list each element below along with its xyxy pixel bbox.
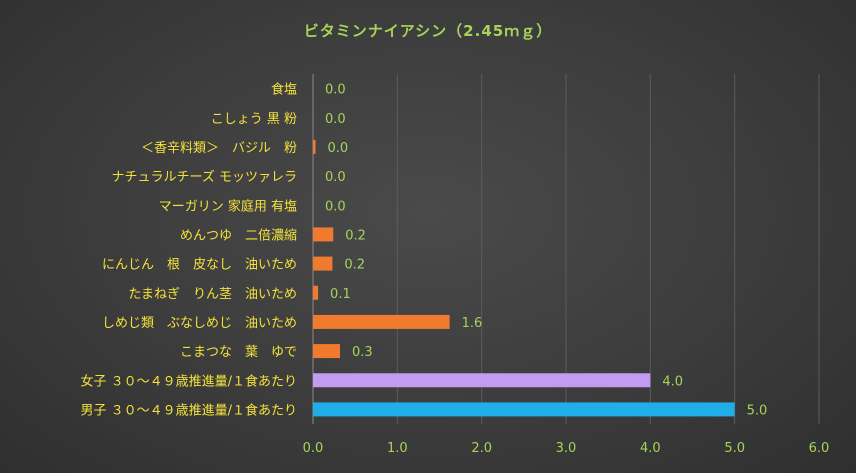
data-label: 4.0 (662, 374, 683, 389)
category-label: しめじ類 ぶなしめじ 油いため (102, 316, 297, 331)
value-labels: 0.0 0.0 0.0 0.0 0.0 0.2 0.2 0.1 1.6 0.3 4.0 5.0 (325, 83, 767, 419)
category-label: 女子 ３０～４９歳推進量/１食あたり (80, 373, 297, 389)
data-label: 0.0 (325, 83, 346, 98)
bar (313, 314, 450, 329)
category-label: めんつゆ 二倍濃縮 (180, 227, 297, 243)
category-label: たまねぎ りん茎 油いため (128, 287, 297, 302)
data-label: 0.1 (330, 287, 351, 302)
category-label: ナチュラルチーズ モッツァレラ (112, 169, 297, 185)
chart-title: ビタミンナイアシン（2.45ｍｇ） (304, 22, 552, 41)
data-label: 0.0 (325, 199, 346, 214)
x-tick-label: 3.0 (556, 441, 577, 456)
category-label: 食塩 (271, 82, 297, 98)
x-tick-label: 1.0 (387, 441, 408, 456)
x-tick-label: 5.0 (724, 441, 745, 456)
data-label: 0.3 (352, 345, 373, 360)
bar (313, 373, 651, 388)
data-label: 0.0 (325, 112, 346, 127)
bars (313, 139, 735, 417)
category-label: にんじん 根 皮なし 油いため (102, 258, 297, 273)
bar (313, 402, 735, 417)
category-label: ＜香辛料類＞ バジル 粉 (141, 141, 297, 156)
data-label: 5.0 (747, 403, 768, 418)
data-label: 0.2 (345, 228, 366, 243)
bar (313, 344, 340, 359)
category-label: こしょう 黒 粉 (211, 112, 297, 127)
data-label: 0.2 (344, 258, 365, 273)
bar (313, 285, 319, 300)
data-label: 0.0 (328, 141, 349, 156)
x-tick-label: 6.0 (809, 441, 830, 456)
category-label: こまつな 葉 ゆで (180, 345, 297, 360)
bar (313, 256, 333, 271)
x-tick-label: 0.0 (303, 441, 324, 456)
x-tick-label: 4.0 (640, 441, 661, 456)
category-label: 男子 ３０～４９歳推進量/１食あたり (80, 402, 297, 418)
bar (313, 139, 316, 154)
data-label: 1.6 (462, 316, 483, 331)
bar (313, 227, 334, 242)
x-axis-ticks: 0.0 1.0 2.0 3.0 4.0 5.0 6.0 (303, 441, 830, 456)
data-label: 0.0 (325, 170, 346, 185)
x-tick-label: 2.0 (471, 441, 492, 456)
gridlines (312, 74, 820, 424)
category-label: マーガリン 家庭用 有塩 (159, 198, 297, 214)
